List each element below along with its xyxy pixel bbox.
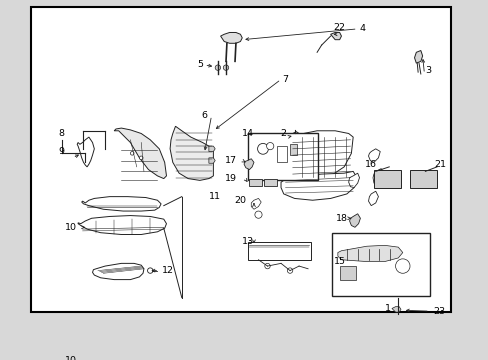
Text: 19: 19: [225, 174, 237, 183]
Polygon shape: [368, 191, 378, 206]
Bar: [247, 134, 317, 180]
Polygon shape: [92, 264, 143, 280]
Text: 17: 17: [225, 156, 237, 165]
Text: 4: 4: [359, 24, 365, 33]
Polygon shape: [81, 197, 161, 211]
Text: 13: 13: [241, 237, 253, 246]
Text: 11: 11: [209, 192, 221, 201]
Polygon shape: [414, 50, 422, 63]
Polygon shape: [368, 149, 380, 162]
Polygon shape: [244, 159, 253, 170]
Text: 21: 21: [434, 159, 446, 168]
Text: 16: 16: [365, 159, 376, 168]
Circle shape: [266, 143, 273, 150]
Text: 15: 15: [333, 257, 345, 266]
Polygon shape: [330, 32, 341, 40]
Polygon shape: [281, 171, 355, 200]
Polygon shape: [391, 307, 400, 312]
Bar: [264, 179, 276, 186]
Text: 2: 2: [280, 129, 286, 138]
Polygon shape: [208, 146, 215, 152]
Polygon shape: [348, 173, 359, 188]
Text: 5: 5: [197, 60, 203, 69]
Bar: [276, 146, 287, 162]
Circle shape: [147, 268, 153, 273]
Polygon shape: [251, 198, 261, 209]
Text: 18: 18: [336, 214, 347, 223]
Polygon shape: [208, 158, 215, 163]
Text: 1: 1: [384, 304, 389, 313]
Polygon shape: [78, 216, 166, 234]
Bar: [332, 233, 429, 296]
Polygon shape: [349, 214, 360, 227]
Bar: [289, 144, 297, 155]
Text: 14: 14: [241, 129, 253, 138]
Circle shape: [254, 211, 262, 218]
Text: 10: 10: [65, 223, 77, 232]
Circle shape: [395, 259, 409, 273]
Text: 3: 3: [424, 66, 430, 75]
Text: 12: 12: [162, 266, 174, 275]
Circle shape: [257, 143, 268, 154]
Polygon shape: [337, 245, 402, 262]
Bar: [409, 170, 436, 188]
Circle shape: [287, 268, 292, 273]
Circle shape: [264, 264, 270, 269]
Polygon shape: [372, 169, 384, 185]
Bar: [373, 170, 400, 188]
Polygon shape: [285, 131, 352, 180]
Text: 22: 22: [333, 23, 345, 32]
Polygon shape: [114, 128, 166, 179]
Bar: [339, 266, 355, 280]
Circle shape: [215, 65, 220, 70]
Bar: [247, 242, 310, 260]
Text: 7: 7: [282, 75, 288, 84]
Circle shape: [223, 65, 228, 70]
Text: 20: 20: [234, 196, 246, 205]
Text: 9: 9: [59, 147, 65, 156]
Polygon shape: [288, 132, 299, 141]
Text: 23: 23: [432, 307, 444, 316]
Text: 10: 10: [65, 356, 77, 360]
Circle shape: [139, 156, 142, 159]
Polygon shape: [220, 32, 242, 43]
Circle shape: [130, 152, 134, 155]
Text: 6: 6: [201, 111, 207, 120]
Bar: [249, 179, 262, 186]
Polygon shape: [170, 126, 213, 180]
Text: 8: 8: [59, 129, 65, 138]
Polygon shape: [77, 137, 94, 167]
